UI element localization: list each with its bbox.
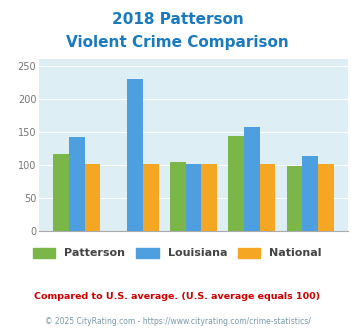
Bar: [143, 164, 159, 231]
Bar: [186, 164, 201, 231]
Text: Compared to U.S. average. (U.S. average equals 100): Compared to U.S. average. (U.S. average …: [34, 292, 321, 301]
Bar: [127, 79, 143, 231]
Bar: [302, 156, 318, 231]
Text: 2018 Patterson: 2018 Patterson: [111, 12, 244, 26]
Text: Violent Crime Comparison: Violent Crime Comparison: [66, 35, 289, 50]
Text: © 2025 CityRating.com - https://www.cityrating.com/crime-statistics/: © 2025 CityRating.com - https://www.city…: [45, 317, 310, 326]
Legend: Patterson, Louisiana, National: Patterson, Louisiana, National: [29, 243, 326, 263]
Bar: [53, 154, 69, 231]
Bar: [244, 127, 260, 231]
Bar: [228, 136, 244, 231]
Bar: [260, 164, 275, 231]
Bar: [69, 137, 84, 231]
Bar: [318, 164, 334, 231]
Bar: [84, 164, 100, 231]
Bar: [286, 166, 302, 231]
Bar: [170, 162, 186, 231]
Bar: [201, 164, 217, 231]
